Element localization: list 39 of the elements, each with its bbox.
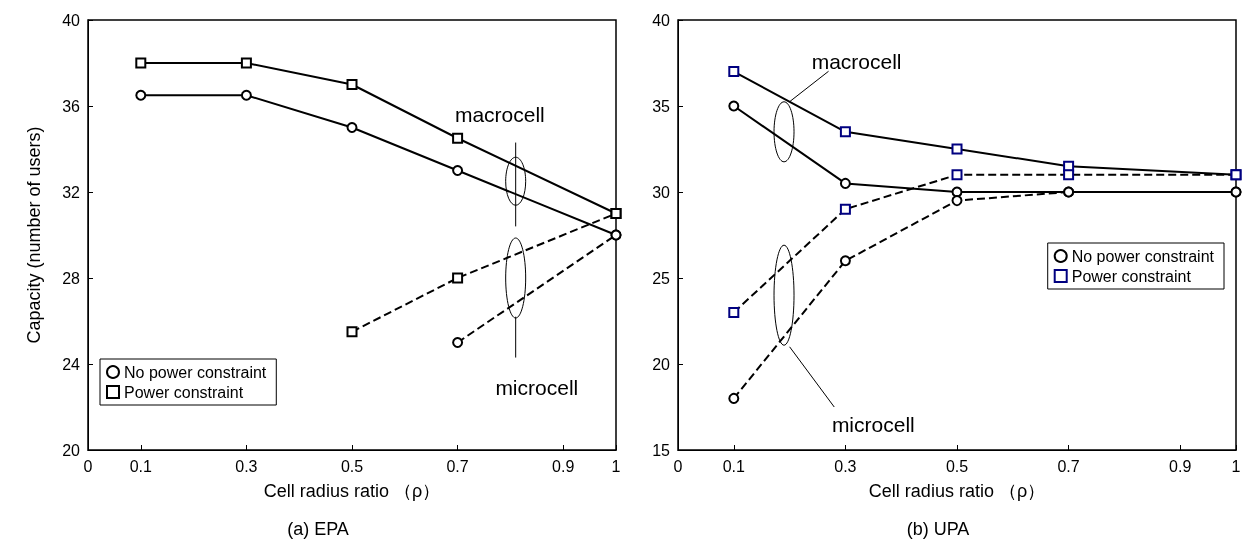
legend-label: Power constraint: [1071, 267, 1192, 285]
x-tick-label: 0: [83, 457, 93, 475]
y-tick-label: 28: [62, 269, 81, 287]
y-tick-label: 24: [62, 355, 81, 373]
x-tick-label: 1: [1231, 457, 1241, 475]
legend-label: No power constraint: [1071, 247, 1215, 265]
annotation: macrocell: [454, 103, 545, 127]
y-tick-label: 15: [652, 441, 671, 459]
y-tick-label: 40: [62, 11, 81, 29]
y-tick-label: 20: [652, 355, 671, 373]
y-tick-label: 20: [62, 441, 81, 459]
annotation: microcell: [831, 412, 915, 436]
y-tick-label: 36: [62, 97, 81, 115]
x-tick-label: 1: [611, 457, 621, 475]
legend-label: Power constraint: [124, 383, 244, 401]
text: (b) UPA: [906, 519, 970, 539]
legend-label: No power constraint: [124, 363, 267, 381]
x-tick-label: 0.9: [552, 457, 575, 475]
x-axis-title: Cell radius ratio （ρ）: [263, 481, 441, 501]
y-tick-label: 25: [652, 269, 671, 287]
x-tick-label: 0.3: [834, 457, 857, 475]
x-tick-label: 0.5: [340, 457, 364, 475]
y-tick-label: 40: [652, 11, 671, 29]
y-tick-label: 35: [652, 97, 671, 115]
x-tick-label: 0.1: [129, 457, 153, 475]
x-tick-label: 0.3: [235, 457, 258, 475]
x-axis-title: Cell radius ratio （ρ）: [868, 481, 1046, 501]
x-tick-label: 0.5: [945, 457, 969, 475]
x-tick-label: 0.1: [722, 457, 746, 475]
y-axis-title: Capacity (number of users): [24, 126, 44, 344]
x-tick-label: 0.7: [1057, 457, 1080, 475]
y-tick-label: 32: [62, 183, 81, 201]
annotation: microcell: [495, 376, 579, 400]
annotation: macrocell: [811, 49, 902, 73]
x-tick-label: 0.9: [1169, 457, 1192, 475]
text: (a) EPA: [287, 519, 349, 539]
y-tick-label: 30: [652, 183, 671, 201]
x-tick-label: 0: [673, 457, 683, 475]
x-tick-label: 0.7: [446, 457, 469, 475]
